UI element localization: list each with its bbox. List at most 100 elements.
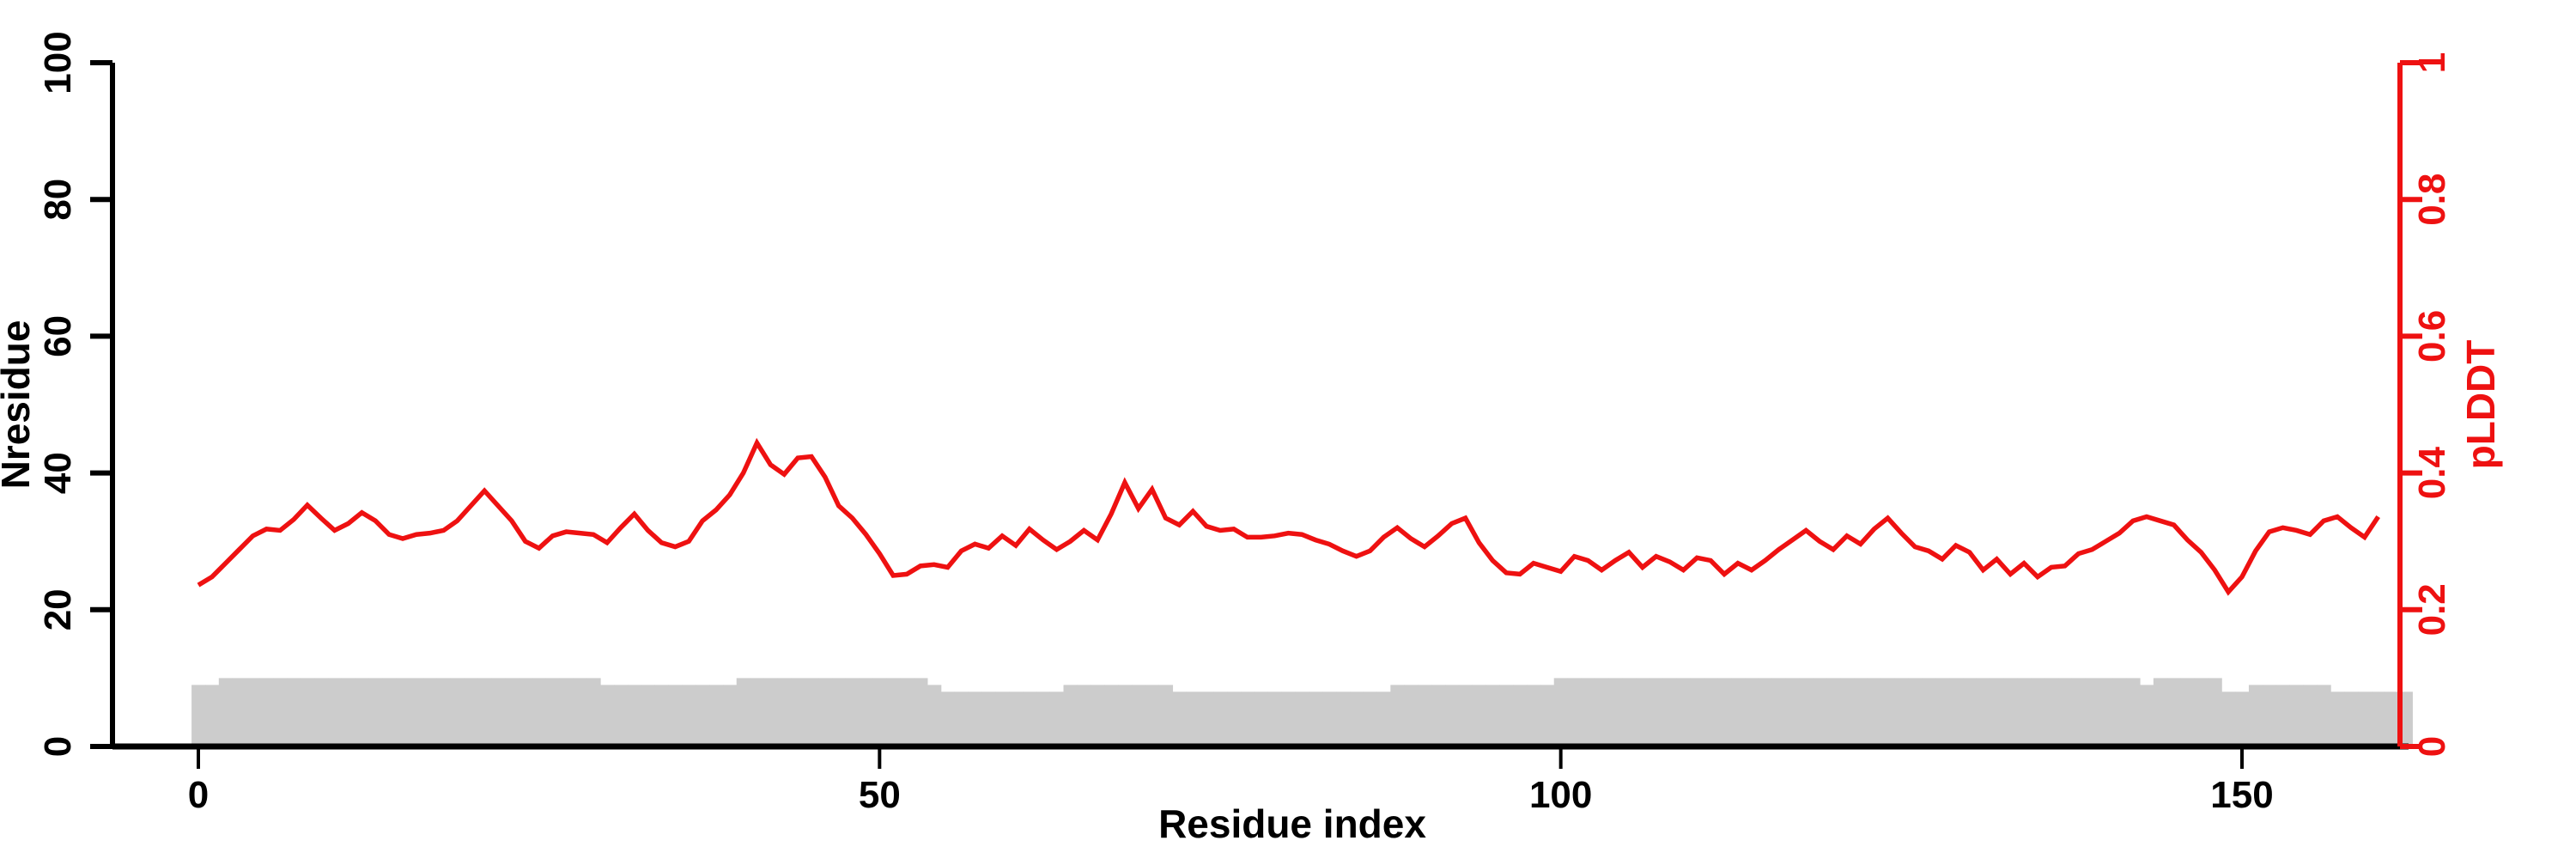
- nresidue-bar: [218, 678, 234, 746]
- nresidue-bar: [995, 691, 1010, 746]
- nresidue-bar: [1908, 678, 1923, 746]
- nresidue-bar: [791, 678, 805, 746]
- nresidue-bar: [682, 685, 696, 746]
- bottom-tick-label: 100: [1529, 774, 1592, 816]
- nresidue-bar: [1485, 685, 1500, 746]
- nresidue-bar: [1731, 678, 1746, 746]
- nresidue-bar: [1690, 678, 1704, 746]
- nresidue-bar: [1649, 678, 1664, 746]
- nresidue-bar: [1527, 685, 1541, 746]
- nresidue-bar: [1499, 685, 1514, 746]
- nresidue-bar: [1717, 678, 1732, 746]
- nresidue-bar: [2057, 678, 2073, 746]
- nresidue-bar: [491, 678, 506, 746]
- nresidue-bar: [518, 678, 533, 746]
- nresidue-bar: [1295, 691, 1309, 746]
- nresidue-bar: [2180, 678, 2196, 746]
- nresidue-bar: [1513, 685, 1528, 746]
- nresidue-bar: [1744, 678, 1759, 746]
- nresidue-bar: [2071, 678, 2087, 746]
- left-tick-label: 20: [37, 588, 79, 631]
- nresidue-bar: [246, 678, 260, 746]
- nresidue-bar: [709, 685, 724, 746]
- right-tick-label: 0: [2411, 736, 2453, 757]
- nresidue-bar: [1472, 685, 1486, 746]
- nresidue-bar: [341, 678, 356, 746]
- nresidue-bar: [1567, 678, 1583, 746]
- nresidue-bar: [1662, 678, 1678, 746]
- nresidue-bar: [1036, 691, 1051, 746]
- nresidue-bar: [1540, 685, 1555, 746]
- nresidue-bar: [1418, 685, 1432, 746]
- nresidue-bar: [981, 691, 996, 746]
- nresidue-bar: [1077, 685, 1091, 746]
- nresidue-bar: [1145, 685, 1160, 746]
- nresidue-bar: [436, 678, 452, 746]
- nresidue-bar: [1267, 691, 1282, 746]
- nresidue-bar: [668, 685, 683, 746]
- nresidue-bar: [654, 685, 669, 746]
- nresidue-bar: [1581, 678, 1595, 746]
- nresidue-bar: [927, 685, 942, 746]
- nresidue-bar: [886, 678, 901, 746]
- nresidue-bar: [1363, 691, 1378, 746]
- nresidue-bar: [1404, 685, 1419, 746]
- right-tick-label: 0.8: [2411, 174, 2453, 226]
- nresidue-bar: [1390, 685, 1405, 746]
- nresidue-bar: [1867, 678, 1882, 746]
- left-axis-tick-labels: 0 20 40 60 80 100: [37, 31, 79, 757]
- nresidue-bar: [1948, 678, 1964, 746]
- nresidue-bar: [2017, 678, 2032, 746]
- nresidue-bar: [1022, 691, 1037, 746]
- nresidue-bar: [586, 678, 601, 746]
- nresidue-bar: [954, 691, 969, 746]
- nresidue-bar: [2003, 678, 2018, 746]
- nresidue-bar: [2248, 685, 2263, 746]
- nresidue-bar: [573, 678, 587, 746]
- nresidue-bar: [1635, 678, 1650, 746]
- bottom-axis-label: Residue index: [1158, 801, 1426, 846]
- right-axis-ticks: [2400, 60, 2422, 749]
- nresidue-bar: [505, 678, 519, 746]
- nresidue-bar: [1785, 678, 1800, 746]
- nresidue-bar: [464, 678, 478, 746]
- nresidue-bar: [287, 678, 301, 746]
- nresidue-bar: [1200, 691, 1214, 746]
- nresidue-bar: [1458, 685, 1473, 746]
- nresidue-bar: [1049, 691, 1065, 746]
- left-tick-label: 100: [37, 31, 79, 94]
- nresidue-bar: [327, 678, 343, 746]
- nresidue-bar: [2303, 685, 2318, 746]
- nresidue-bar: [1186, 691, 1200, 746]
- bottom-tick-label: 150: [2210, 774, 2273, 816]
- nresidue-bar: [355, 678, 369, 746]
- nresidue-bar: [2357, 691, 2372, 746]
- nresidue-bar: [477, 678, 492, 746]
- nresidue-bar: [2235, 691, 2250, 746]
- nresidue-bar: [1240, 691, 1255, 746]
- nresidue-bar: [600, 685, 615, 746]
- nresidue-bar: [1880, 678, 1895, 746]
- bottom-tick-label: 50: [859, 774, 901, 816]
- nresidue-bar: [1799, 678, 1814, 746]
- nresidue-bar: [1935, 678, 1950, 746]
- nresidue-bar: [2166, 678, 2182, 746]
- nresidue-bar: [805, 678, 819, 746]
- nresidue-bar: [1158, 685, 1174, 746]
- nresidue-bar: [2385, 691, 2400, 746]
- nresidue-bar: [845, 678, 860, 746]
- nresidue-bar: [1009, 691, 1024, 746]
- right-axis-tick-labels: 0 0.2 0.4 0.6 0.8 1: [2411, 52, 2453, 757]
- left-axis-ticks: [90, 60, 112, 749]
- nresidue-bar: [273, 678, 288, 746]
- nresidue-bar: [736, 678, 751, 746]
- nresidue-bar: [1104, 685, 1119, 746]
- nresidue-bar: [1758, 678, 1773, 746]
- nresidue-bar: [2317, 685, 2331, 746]
- nresidue-bar: [2208, 678, 2222, 746]
- nresidue-bar: [532, 678, 547, 746]
- nresidue-bar: [1853, 678, 1868, 746]
- nresidue-bar: [817, 678, 833, 746]
